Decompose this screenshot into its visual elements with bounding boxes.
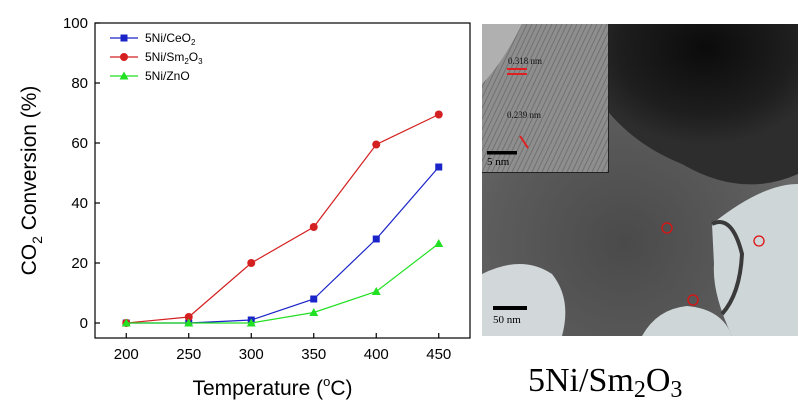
y-tick-label: 80 [71,75,88,92]
data-point [184,313,193,321]
axis-labels: Temperature (oC) CO2 Conversion (%) [18,86,353,400]
lattice-mark-3 [519,135,529,149]
y-axis-title: CO2 Conversion (%) [18,86,45,276]
series-2 [122,110,443,327]
tem-image-panel: 50 nm 0.318 nm 0.239 nm 5 nm [482,24,798,336]
lattice-label-1: 0.318 nm [508,56,543,66]
y-tick-label: 0 [80,315,88,332]
axes: 200 250 300 350 400 450 0 20 40 60 80 100 [63,15,471,363]
x-tick-label: 400 [364,346,389,363]
inset-scale-label: 5 nm [487,156,510,168]
data-point [434,110,443,119]
data-point [372,235,380,243]
data-point [435,163,443,171]
x-tick-label: 450 [426,346,451,363]
data-point [310,295,318,303]
series-3 [121,239,444,327]
inset-scale-bar [487,151,517,155]
marker-ring-1 [661,222,673,234]
data-point [309,308,319,316]
legend-marker [119,71,129,80]
caption-main: 5Ni/Sm [528,362,634,399]
x-axis-title: Temperature (oC) [192,374,352,400]
x-tick-label: 250 [176,346,201,363]
data-point [309,223,318,231]
data-point [371,287,381,295]
caption-mid: O [645,362,671,399]
lattice-label-2: 0.239 nm [507,110,542,120]
plot-frame [94,22,471,339]
marker-ring-2 [753,235,765,247]
lattice-mark-1 [507,68,527,70]
y-tick-label: 100 [63,15,88,32]
data-point [121,318,131,327]
caption-sub1: 2 [633,377,646,403]
y-tick-label: 20 [71,255,88,272]
data-point [434,239,444,247]
x-tick-label: 300 [239,346,264,363]
legend: 5Ni/CeO2 5Ni/Sm2O3 5Ni/ZnO [110,31,203,83]
marker-ring-3 [687,294,699,306]
data-point [372,140,381,149]
legend-label: 5Ni/CeO2 [145,31,196,47]
legend-label: 5Ni/Sm2O3 [145,50,203,66]
legend-marker [120,53,128,61]
main-scale-label: 50 nm [493,314,521,326]
hrtem-inset: 0.318 nm 0.239 nm 5 nm [482,24,609,173]
tem-micrograph [482,24,798,336]
y-tick-label: 40 [71,195,88,212]
data-point [246,318,256,327]
series-line [126,243,440,324]
hrtem-lattice [482,24,608,172]
legend-label: 5Ni/ZnO [145,69,190,83]
x-tick-label: 200 [114,346,139,363]
lattice-mark-2 [507,73,527,75]
data-point [184,318,194,327]
legend-marker [120,34,128,42]
caption-sub2: 3 [670,377,683,403]
data-point [247,259,256,267]
y-tick-label: 60 [71,135,88,152]
main-scale-bar [493,306,527,310]
series-group [121,110,444,327]
x-tick-label: 350 [301,346,326,363]
series-line [126,113,440,324]
sample-caption: 5Ni/Sm2O3 [528,362,682,404]
